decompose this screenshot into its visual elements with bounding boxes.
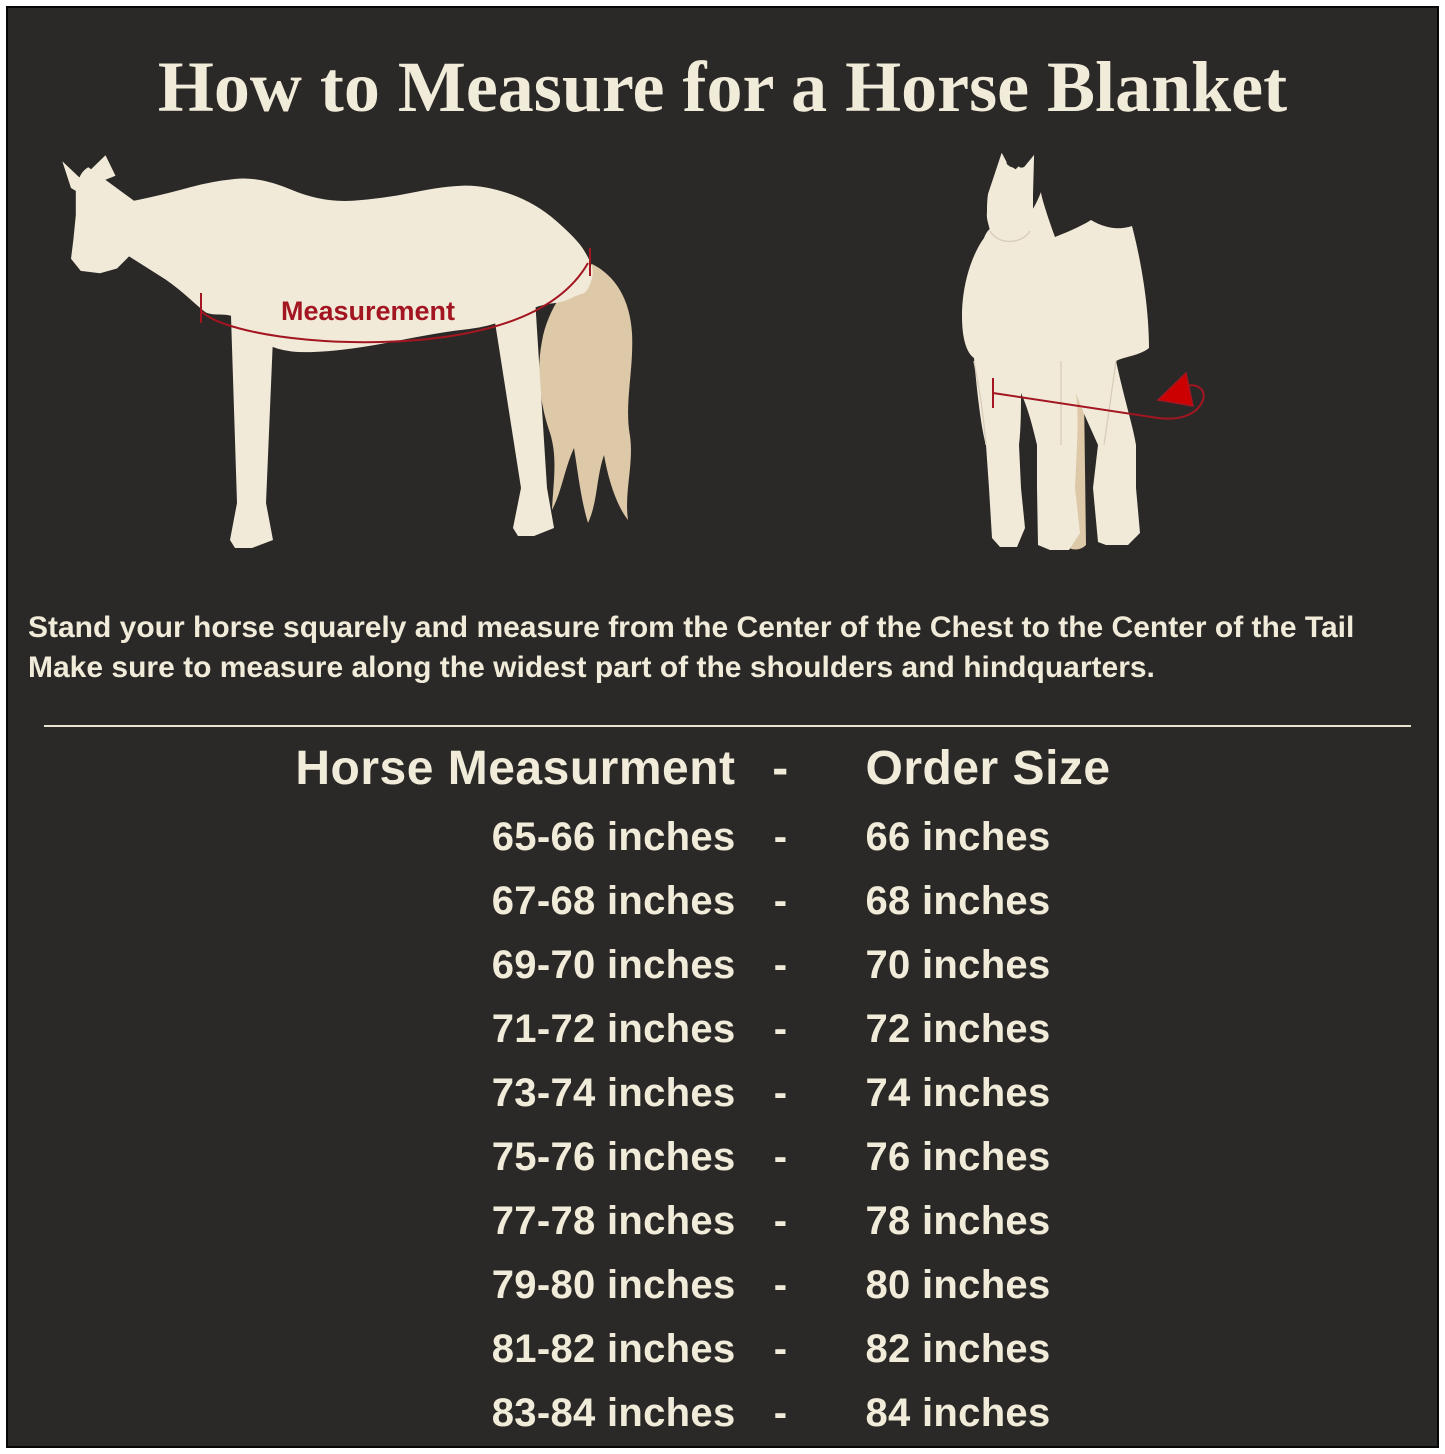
svg-text:Measurement: Measurement <box>281 296 455 326</box>
